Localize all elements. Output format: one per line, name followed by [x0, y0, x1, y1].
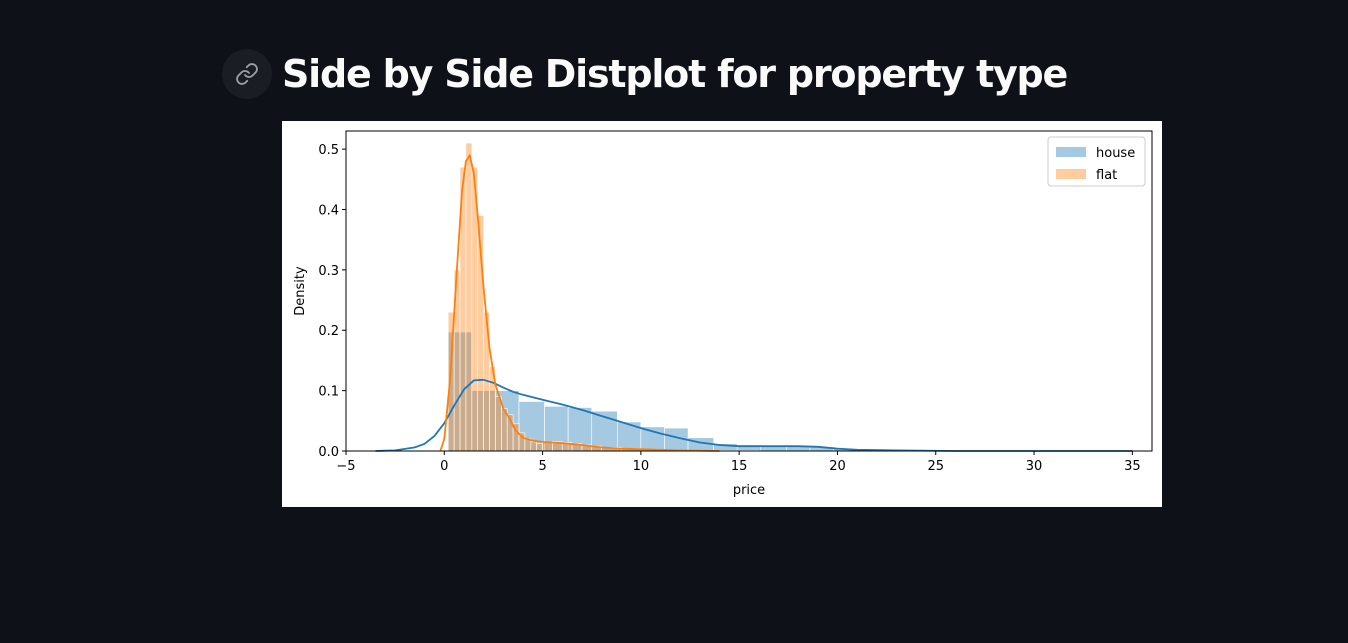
x-tick-label: 20 [829, 459, 846, 474]
y-axis: 0.0 0.1 0.2 0.3 0.4 0.5 [318, 143, 346, 460]
kde-line-flat [439, 154, 720, 452]
chart-figure: −5 0 5 10 15 20 25 30 35 0.0 0.1 0.2 0.3 0.4 0.5 pric… [282, 121, 1162, 507]
histogram-bar-flat [495, 396, 502, 452]
legend-box [1047, 136, 1146, 187]
distplot-chart: −5 0 5 10 15 20 25 30 35 0.0 0.1 0.2 0.3 0.4 0.5 pric… [293, 130, 1153, 498]
x-tick-label: 15 [731, 459, 748, 474]
legend-swatch-flat [1056, 169, 1086, 179]
x-tick-label: 5 [538, 459, 546, 474]
x-tick-label: 35 [1124, 459, 1141, 474]
histogram-bar-flat [542, 442, 553, 452]
page-header: Side by Side Distplot for property type [222, 48, 1068, 100]
y-tick-label: 0.2 [318, 324, 339, 339]
kde-lines [375, 154, 1133, 452]
legend-label-flat: flat [1096, 168, 1117, 183]
link-icon [236, 63, 258, 85]
y-axis-label: Density [293, 266, 308, 316]
y-tick-label: 0.3 [318, 264, 339, 279]
x-tick-label: 25 [927, 459, 944, 474]
histogram-bars [447, 142, 931, 452]
chart-legend: house flat [1047, 136, 1146, 187]
histogram-bar-flat [465, 142, 473, 452]
y-tick-label: 0.4 [318, 203, 339, 218]
x-tick-label: −5 [336, 459, 355, 474]
legend-swatch-house [1056, 147, 1086, 157]
y-tick-label: 0.1 [318, 385, 339, 400]
histogram-bar-flat [501, 408, 508, 452]
histogram-bar-flat [530, 441, 537, 452]
legend-label-house: house [1096, 146, 1135, 161]
x-tick-label: 0 [440, 459, 448, 474]
y-tick-label: 0.0 [318, 445, 339, 460]
x-tick-label: 10 [633, 459, 650, 474]
x-axis: −5 0 5 10 15 20 25 30 35 [336, 451, 1141, 474]
kde-line-house [375, 378, 1133, 452]
y-tick-label: 0.5 [318, 143, 339, 158]
histogram-bar-flat [536, 443, 543, 452]
anchor-link-button[interactable] [222, 49, 272, 99]
x-axis-label: price [733, 483, 765, 498]
page-title: Side by Side Distplot for property type [282, 52, 1068, 96]
plot-frame [345, 130, 1153, 452]
x-tick-label: 30 [1026, 459, 1043, 474]
